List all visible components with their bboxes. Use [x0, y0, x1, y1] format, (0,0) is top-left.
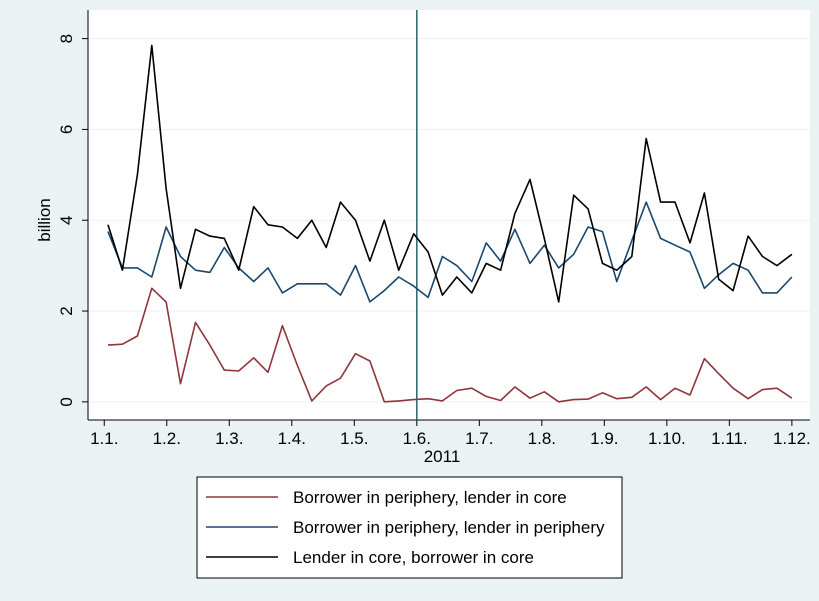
- legend-label: Lender in core, borrower in core: [293, 548, 534, 567]
- y-tick-label: 2: [57, 306, 76, 315]
- y-tick-label: 4: [57, 215, 76, 224]
- x-axis-title: 2011: [424, 447, 461, 466]
- y-tick-label: 6: [57, 125, 76, 134]
- x-tick-label: 1.2.: [153, 429, 181, 448]
- plot-area: [88, 10, 810, 420]
- series-line: [107, 201, 793, 303]
- legend-label: Borrower in periphery, lender in core: [293, 488, 567, 507]
- x-tick-label: 1.5.: [340, 429, 368, 448]
- x-tick-label: 1.11.: [711, 429, 748, 448]
- x-tick-label: 1.12.: [773, 429, 811, 448]
- x-tick-label: 1.8.: [528, 429, 556, 448]
- x-tick-label: 1.4.: [278, 429, 306, 448]
- series-line: [107, 44, 793, 303]
- x-tick-label: 1.7.: [465, 429, 493, 448]
- x-tick-label: 1.3.: [215, 429, 243, 448]
- x-tick-label: 1.9.: [590, 429, 618, 448]
- y-tick-label: 8: [57, 34, 76, 43]
- x-tick-label: 1.1.: [90, 429, 118, 448]
- legend-label: Borrower in periphery, lender in periphe…: [293, 518, 605, 537]
- x-tick-label: 1.6.: [403, 429, 431, 448]
- y-tick-label: 0: [57, 397, 76, 406]
- y-axis-title: billion: [35, 198, 54, 241]
- x-tick-label: 1.10.: [648, 429, 686, 448]
- series-line: [107, 287, 793, 403]
